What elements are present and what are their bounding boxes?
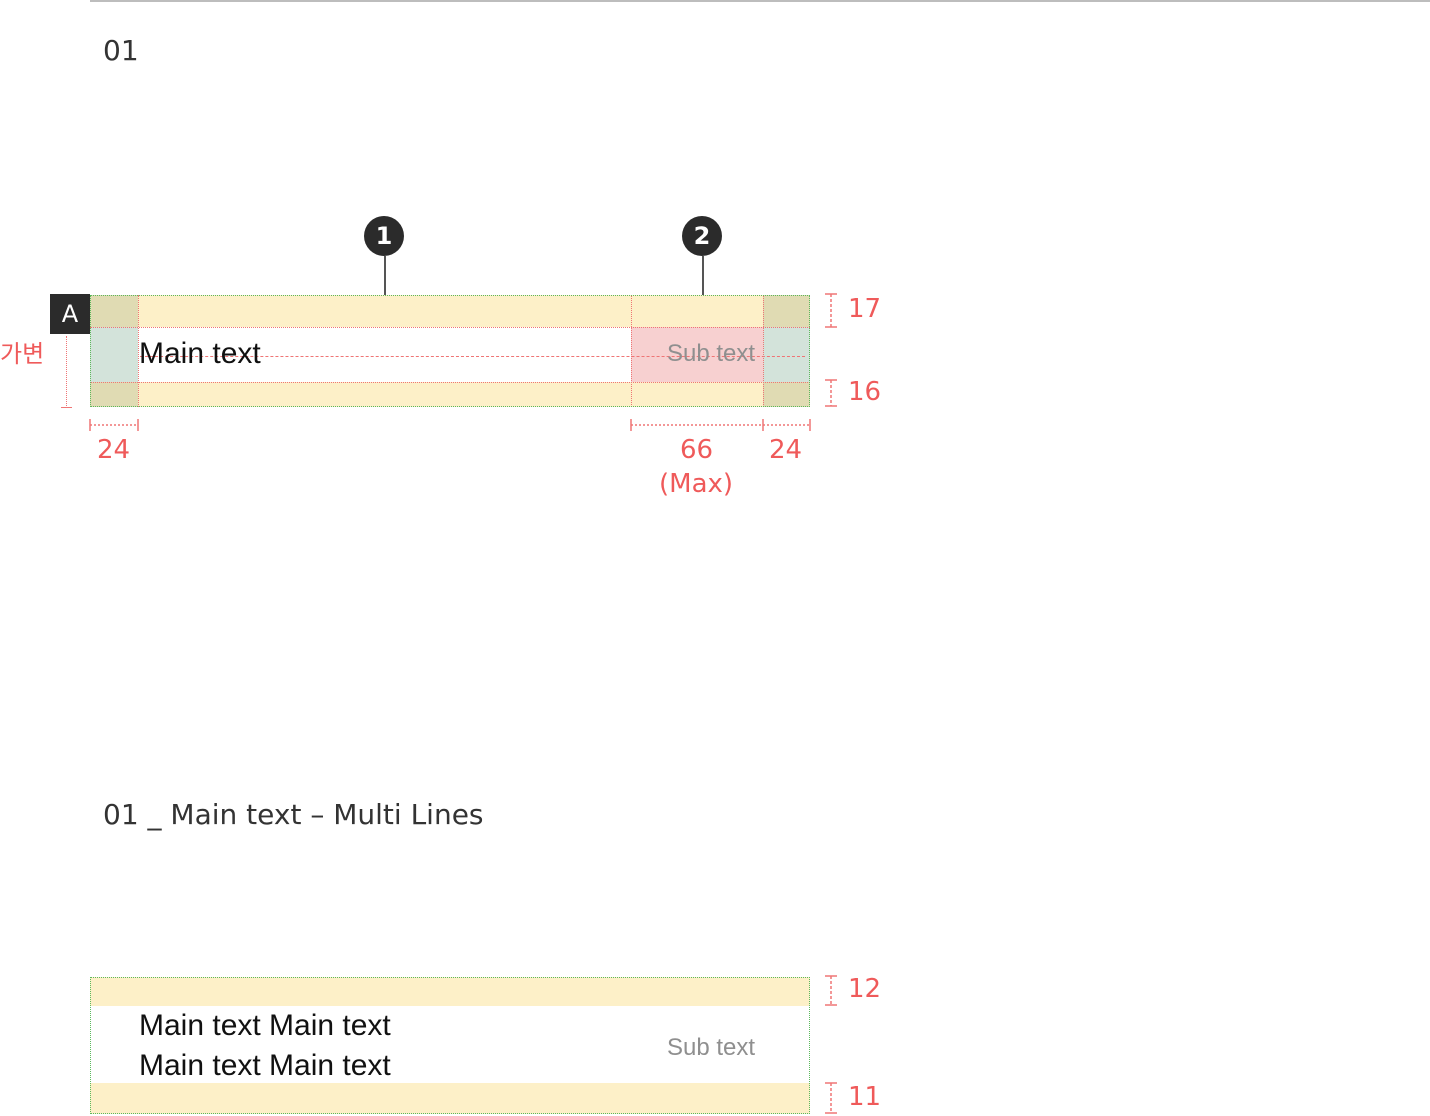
row-outline — [90, 295, 810, 407]
sub-width-note: (Max) — [659, 469, 734, 499]
corner-bottom-left — [90, 382, 138, 407]
ml-row-outline — [90, 977, 810, 1114]
ml-main-text-line1: Main text Main text — [139, 1009, 391, 1042]
corner-top-right — [763, 295, 810, 327]
ml-sub-text: Sub text — [667, 1034, 756, 1061]
variable-height-cap — [61, 407, 72, 408]
spacing-bottom-value: 16 — [848, 377, 882, 407]
guide-left-edge — [138, 295, 139, 407]
main-text: Main text — [139, 337, 261, 370]
vertical-spacing-markers — [825, 293, 837, 407]
row-tag-a: A — [50, 294, 90, 334]
corner-bottom-right — [763, 382, 810, 407]
variable-height-label: 가변 — [0, 340, 45, 368]
callout-2: 2 — [682, 216, 722, 256]
sub-text-area — [631, 327, 763, 382]
top-padding — [90, 295, 810, 327]
right-padding — [763, 327, 810, 382]
spacing-top-value: 17 — [848, 294, 882, 324]
ml-spacing-bottom-value: 11 — [848, 1082, 882, 1112]
spacing-left-value: 24 — [97, 435, 131, 465]
sub-text: Sub text — [667, 340, 756, 367]
ml-vertical-spacing-markers — [825, 975, 837, 1114]
variable-height-line — [66, 336, 67, 408]
top-divider — [90, 0, 1430, 2]
ml-main-text-line2: Main text Main text — [139, 1049, 391, 1082]
section-title-01: 01 — [103, 34, 139, 67]
horizontal-spacing-markers — [89, 419, 811, 431]
ml-spacing-top-value: 12 — [848, 974, 882, 1004]
guide-top-padding — [90, 327, 810, 328]
callout-1: 1 — [364, 216, 404, 256]
callout-1-leader — [384, 256, 386, 327]
guide-sub-right — [763, 295, 764, 407]
left-padding — [90, 327, 138, 382]
bottom-padding — [90, 382, 810, 407]
section-title-multi-lines: 01 _ Main text – Multi Lines — [103, 798, 484, 831]
sub-width-value: 66 — [680, 435, 714, 465]
callout-2-leader — [702, 256, 704, 327]
ml-top-padding — [90, 977, 810, 1006]
guide-text-center — [140, 356, 805, 357]
spacing-right-value: 24 — [769, 435, 803, 465]
corner-top-left — [90, 295, 138, 327]
guide-sub-left — [631, 295, 632, 407]
guide-bottom-padding — [90, 382, 810, 383]
ml-bottom-padding — [90, 1083, 810, 1114]
